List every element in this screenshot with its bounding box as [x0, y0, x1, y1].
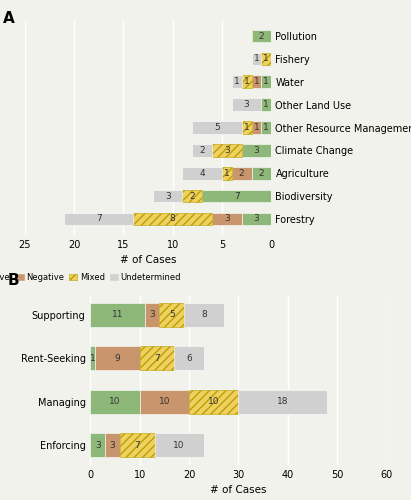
Bar — [261, 98, 271, 111]
Bar — [242, 76, 252, 88]
Bar — [261, 76, 271, 88]
Text: 1: 1 — [263, 123, 269, 132]
Text: 1: 1 — [244, 123, 249, 132]
Bar — [133, 212, 212, 225]
Bar — [232, 76, 242, 88]
Text: 2: 2 — [259, 32, 264, 40]
Bar — [140, 346, 174, 370]
Bar — [212, 212, 242, 225]
Text: 1: 1 — [244, 78, 249, 86]
X-axis label: # of Cases: # of Cases — [120, 256, 176, 266]
Bar — [252, 30, 271, 42]
Text: 1: 1 — [234, 78, 240, 86]
Bar — [174, 346, 204, 370]
X-axis label: # of Cases: # of Cases — [210, 486, 267, 496]
Text: 2: 2 — [189, 192, 195, 200]
Text: 1: 1 — [254, 123, 259, 132]
Bar — [90, 302, 145, 326]
Text: A: A — [2, 12, 14, 26]
Bar — [261, 52, 271, 65]
Text: 7: 7 — [154, 354, 160, 362]
Text: 3: 3 — [224, 146, 230, 155]
Text: 1: 1 — [254, 78, 259, 86]
Text: 9: 9 — [115, 354, 120, 362]
Bar — [105, 434, 120, 458]
Bar — [145, 302, 159, 326]
Text: 2: 2 — [259, 168, 264, 177]
Text: 10: 10 — [173, 441, 185, 450]
Text: 18: 18 — [277, 398, 289, 406]
Text: 1: 1 — [90, 354, 96, 362]
Bar — [90, 346, 95, 370]
Text: 7: 7 — [96, 214, 102, 224]
Bar — [120, 434, 155, 458]
Bar — [155, 434, 204, 458]
Text: 1: 1 — [224, 168, 230, 177]
Legend: Positive, Negative, Mixed, Undetermined: Positive, Negative, Mixed, Undetermined — [0, 270, 185, 285]
Bar — [252, 167, 271, 179]
Text: 1: 1 — [263, 78, 269, 86]
Bar — [238, 390, 327, 413]
Bar — [189, 390, 238, 413]
Text: 1: 1 — [263, 100, 269, 109]
Bar — [184, 302, 224, 326]
Text: 5: 5 — [214, 123, 220, 132]
Bar — [182, 167, 222, 179]
Bar — [182, 190, 202, 202]
Bar — [192, 121, 242, 134]
Text: 1: 1 — [263, 54, 269, 64]
Bar — [242, 144, 271, 156]
Bar — [90, 390, 140, 413]
Text: B: B — [7, 273, 19, 288]
Text: 7: 7 — [234, 192, 240, 200]
Text: 3: 3 — [254, 146, 259, 155]
Text: 6: 6 — [186, 354, 192, 362]
Text: 3: 3 — [254, 214, 259, 224]
Text: 8: 8 — [201, 310, 207, 319]
Bar — [222, 167, 232, 179]
Bar — [242, 212, 271, 225]
Text: 4: 4 — [199, 168, 205, 177]
Text: 5: 5 — [169, 310, 175, 319]
Bar — [64, 212, 133, 225]
Text: 3: 3 — [95, 441, 101, 450]
Bar — [232, 167, 252, 179]
Text: 1: 1 — [254, 54, 259, 64]
Text: 10: 10 — [208, 398, 219, 406]
Text: 3: 3 — [110, 441, 115, 450]
Bar — [212, 144, 242, 156]
Bar — [242, 121, 252, 134]
Text: 8: 8 — [170, 214, 175, 224]
Bar — [202, 190, 271, 202]
Text: 3: 3 — [165, 192, 171, 200]
Text: 2: 2 — [239, 168, 245, 177]
Bar — [159, 302, 184, 326]
Bar — [252, 121, 261, 134]
Text: 3: 3 — [149, 310, 155, 319]
Bar — [252, 52, 261, 65]
Bar — [95, 346, 140, 370]
Text: 2: 2 — [199, 146, 205, 155]
Bar — [261, 121, 271, 134]
Bar — [90, 434, 105, 458]
Bar — [140, 390, 189, 413]
Text: 7: 7 — [134, 441, 140, 450]
Text: 11: 11 — [112, 310, 123, 319]
Bar — [232, 98, 261, 111]
Bar — [192, 144, 212, 156]
Text: 10: 10 — [109, 398, 121, 406]
Text: 3: 3 — [224, 214, 230, 224]
Text: 10: 10 — [159, 398, 170, 406]
Bar — [252, 76, 261, 88]
Bar — [153, 190, 182, 202]
Text: 3: 3 — [244, 100, 249, 109]
